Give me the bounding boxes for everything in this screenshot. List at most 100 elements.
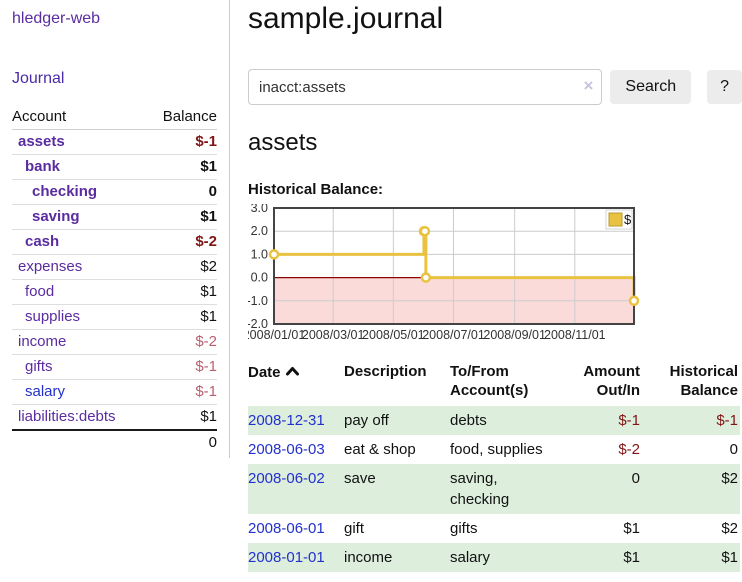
data-point [628, 295, 640, 307]
accounts-header-account: Account [12, 104, 147, 130]
x-tick-label: 2008/09/01 [483, 328, 546, 342]
sort-ascending-icon [285, 362, 299, 381]
account-row: food $1 [12, 279, 217, 305]
account-row: salary $-1 [12, 379, 217, 405]
register-header-balance: Historical Balance [669, 363, 738, 399]
search-input[interactable] [248, 69, 603, 105]
account-link[interactable]: salary [25, 383, 66, 400]
account-balance: $1 [146, 279, 217, 305]
transaction-balance: $2 [721, 520, 738, 537]
y-tick-label: 1.0 [251, 247, 268, 261]
transaction-date-link[interactable]: 2008-06-03 [248, 441, 325, 458]
transaction-row: 2008-12-31 pay off debts $-1 $-1 [248, 406, 740, 435]
account-balance: $-1 [146, 354, 217, 380]
register-header-account: To/From Account(s) [450, 363, 529, 399]
account-balance: $2 [146, 254, 217, 280]
account-link[interactable]: income [18, 333, 67, 350]
register-table: Date Description To/From Account(s) Amou… [248, 360, 740, 572]
x-tick-label: 2008/07/01 [422, 328, 485, 342]
transaction-amount: $-2 [618, 441, 640, 458]
account-row: bank $1 [12, 154, 217, 180]
legend-swatch [608, 212, 623, 227]
register-header-amount: Amount Out/In [583, 363, 640, 399]
account-row: assets $-1 [12, 129, 217, 155]
search-form: × Search ? [248, 69, 742, 105]
y-tick-label: -1.0 [248, 294, 268, 308]
transaction-description: pay off [344, 412, 389, 429]
transaction-date-link[interactable]: 2008-01-01 [248, 549, 325, 566]
chart-canvas: 3.0 2.0 1.0 0.0 -1.0 -2.02008/01/012008/03/01… [243, 201, 640, 342]
plot-border [273, 207, 635, 325]
account-link[interactable]: expenses [18, 258, 83, 275]
x-tick-label: 2008/03/01 [302, 328, 365, 342]
x-tick-label: 2008/05/01 [362, 328, 425, 342]
transaction-description: gift [344, 520, 365, 537]
transaction-row: 2008-06-01 gift gifts $1 $2 [248, 514, 740, 543]
data-point [419, 225, 431, 237]
account-row: gifts $-1 [12, 354, 217, 380]
transaction-description: save [344, 470, 376, 487]
account-link[interactable]: supplies [25, 308, 81, 325]
transaction-accounts: salary [450, 549, 491, 566]
transaction-accounts: food, supplies [450, 441, 543, 458]
transaction-date-link[interactable]: 2008-12-31 [248, 412, 325, 429]
transaction-accounts: saving, checking [450, 470, 510, 508]
app-title-link[interactable]: hledger-web [12, 10, 101, 27]
y-tick-label: 0.0 [251, 271, 268, 285]
account-balance: 0 [146, 179, 217, 205]
sidebar-item-journal[interactable]: Journal [12, 70, 65, 87]
clear-search-icon[interactable]: × [583, 76, 594, 95]
transaction-date-link[interactable]: 2008-06-02 [248, 470, 325, 487]
account-link[interactable]: checking [32, 183, 98, 200]
y-tick-label: 2.0 [251, 224, 268, 238]
account-balance: $1 [146, 204, 217, 230]
account-link[interactable]: assets [18, 133, 65, 150]
transaction-row: 2008-01-01 income salary $1 $1 [248, 543, 740, 572]
x-tick-label: 2008/11/01 [544, 328, 606, 342]
transaction-accounts: debts [450, 412, 487, 429]
account-link[interactable]: liabilities:debts [18, 408, 116, 425]
transaction-balance: 0 [729, 441, 738, 458]
account-row: income $-2 [12, 329, 217, 355]
account-link[interactable]: saving [32, 208, 80, 225]
page-title: sample.journal [248, 2, 444, 35]
account-balance: $1 [146, 304, 217, 330]
transaction-balance: $2 [721, 470, 738, 487]
sidebar: hledger-web Journal Account Balance asse… [0, 0, 230, 458]
x-tick-label: 2008/01/01 [248, 328, 305, 342]
account-link[interactable]: bank [25, 158, 61, 175]
account-balance: $1 [146, 154, 217, 180]
accounts-total-row: 0 [12, 429, 217, 455]
transaction-amount: $1 [623, 520, 640, 537]
search-input-wrap: × [248, 69, 603, 105]
transaction-amount: 0 [631, 470, 640, 487]
search-button[interactable]: Search [610, 70, 692, 104]
accounts-total: 0 [146, 429, 217, 455]
data-point [268, 249, 280, 260]
legend-label: $ [624, 212, 632, 227]
transaction-balance: $1 [721, 549, 738, 566]
account-row: supplies $1 [12, 304, 217, 330]
transaction-balance: $-1 [716, 412, 738, 429]
account-row: expenses $2 [12, 254, 217, 280]
account-balance: $-1 [146, 129, 217, 155]
chart-title: Historical Balance: [248, 181, 384, 198]
transaction-row: 2008-06-02 save saving, checking 0 $2 [248, 464, 740, 514]
account-row: liabilities:debts $1 [12, 404, 217, 431]
account-balance: $-2 [146, 329, 217, 355]
account-link[interactable]: cash [25, 233, 60, 250]
account-balance: $-2 [146, 229, 217, 255]
help-button[interactable]: ? [707, 70, 742, 104]
account-link[interactable]: food [25, 283, 55, 300]
transaction-row: 2008-06-03 eat & shop food, supplies $-2 0 [248, 435, 740, 464]
register-header-date[interactable]: Date [248, 360, 344, 406]
accounts-header-balance: Balance [146, 104, 217, 130]
account-balance: $1 [146, 404, 217, 431]
account-link[interactable]: gifts [25, 358, 53, 375]
y-tick-label: -2.0 [248, 317, 268, 331]
y-tick-label: 3.0 [251, 204, 268, 215]
transaction-date-link[interactable]: 2008-06-01 [248, 520, 325, 537]
transaction-amount: $1 [623, 549, 640, 566]
account-balance: $-1 [146, 379, 217, 405]
transaction-accounts: gifts [450, 520, 478, 537]
